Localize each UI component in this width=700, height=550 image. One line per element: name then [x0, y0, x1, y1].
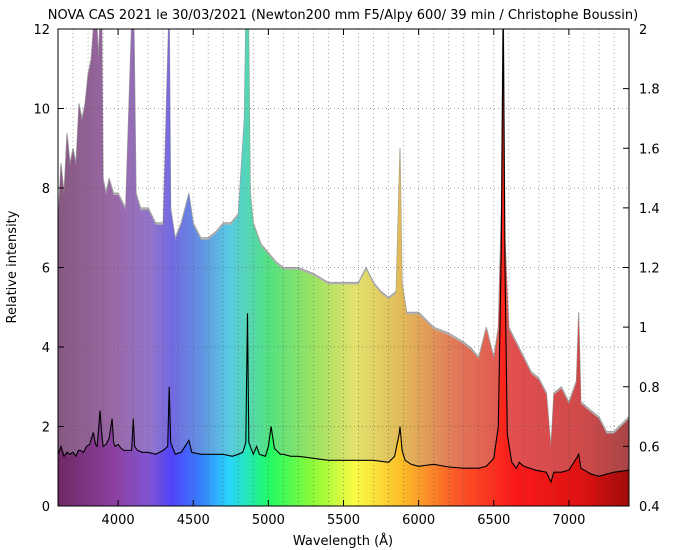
y-tick-label: 12	[33, 23, 50, 38]
x-tick-label: 5000	[252, 513, 285, 528]
x-tick-label: 6500	[477, 513, 510, 528]
y-tick-label: 0	[42, 500, 50, 515]
y2-tick-label: 1.4	[639, 202, 660, 217]
x-tick-label: 7000	[552, 513, 585, 528]
y2-tick-label: 0.4	[639, 500, 660, 515]
y2-tick-label: 0.8	[639, 381, 660, 396]
y-tick-label: 8	[42, 182, 50, 197]
raw-spectrum-color-fill	[58, 29, 629, 506]
x-tick-label: 5500	[327, 513, 360, 528]
normalized-spectrum-band	[58, 29, 629, 506]
y2-tick-label: 2	[639, 23, 647, 38]
y-tick-label: 2	[42, 421, 50, 436]
y-tick-label: 10	[33, 103, 50, 118]
x-tick-label: 4000	[102, 513, 135, 528]
y-tick-label: 6	[42, 262, 50, 277]
y2-tick-label: 0.6	[639, 440, 660, 455]
y-tick-label: 4	[42, 341, 50, 356]
x-axis-label: Wavelength (Å)	[293, 533, 393, 549]
y2-tick-label: 1.2	[639, 262, 660, 277]
y2-tick-label: 1.6	[639, 142, 660, 157]
x-tick-label: 4500	[177, 513, 210, 528]
y2-tick-label: 1.8	[639, 83, 660, 98]
axis-ticks: 4000 4500 5000 5500 6000 6500 70000246810120.4…	[33, 23, 659, 528]
y-axis-label: Relative intensity	[5, 210, 20, 323]
y2-tick-label: 1	[639, 321, 647, 336]
x-tick-label: 6000	[402, 513, 435, 528]
chart-title: NOVA CAS 2021 le 30/03/2021 (Newton200 m…	[48, 8, 638, 23]
normalized-spectrum-line	[58, 29, 629, 484]
